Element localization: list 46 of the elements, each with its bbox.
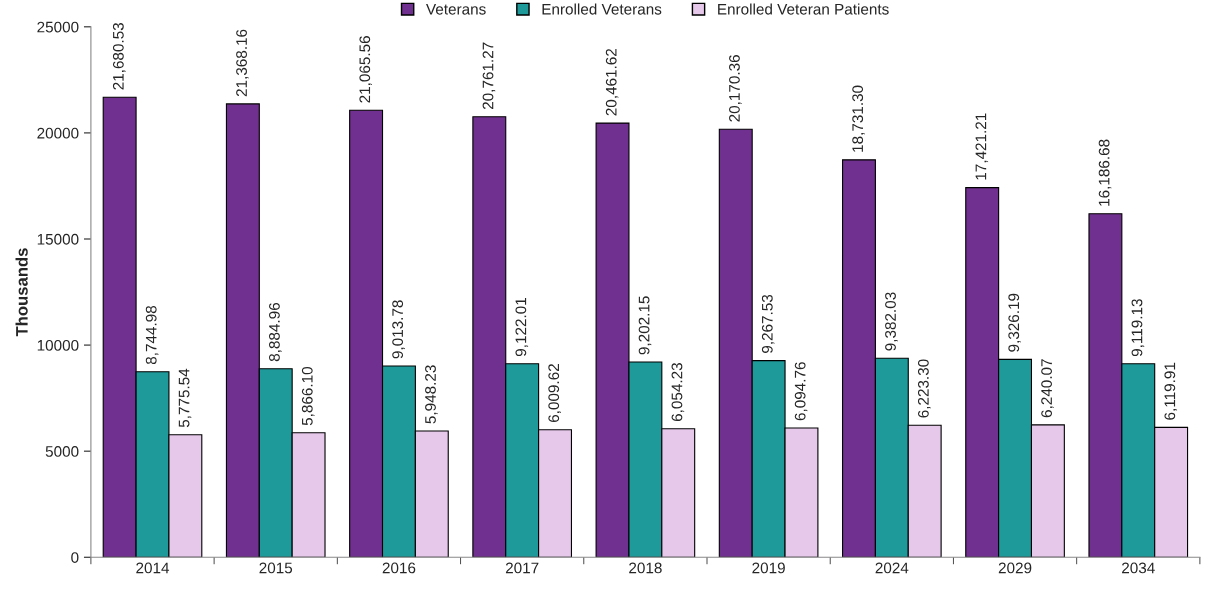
y-tick-label: 20000 [37,127,79,139]
y-axis-title: Thousands [15,248,28,337]
data-label: 8,884.96 [269,303,282,362]
data-label: 6,054.23 [671,363,685,422]
data-label: 18,731.30 [852,85,865,152]
legend-label: Enrolled Veterans [542,3,662,15]
data-label: 9,382.03 [885,292,898,351]
data-label: 9,267.53 [761,294,775,353]
data-label: 16,186.68 [1098,139,1112,206]
data-label: 6,094.76 [794,362,808,421]
data-label: 21,680.53 [112,23,126,90]
legend-label: Veterans [426,3,486,15]
x-tick-label: 2017 [505,562,539,574]
data-label: 9,013.78 [392,300,405,359]
x-tick-label: 2014 [136,562,170,574]
y-tick-label: 15000 [37,233,79,245]
x-tick-label: 2034 [1122,562,1155,574]
x-tick-label: 2029 [998,562,1032,574]
data-label: 5,866.10 [301,366,315,426]
y-tick-label: 10000 [37,339,79,351]
data-label: 9,326.19 [1008,293,1021,352]
data-label: 17,421.21 [975,113,989,180]
x-tick-label: 2015 [259,562,293,574]
data-label: 21,368.16 [236,29,249,97]
legend-label: Enrolled Veteran Patients [718,3,889,15]
x-tick-label: 2016 [382,562,416,574]
data-label: 6,223.30 [917,359,931,418]
data-label: 20,461.62 [605,48,619,116]
data-label: 21,065.56 [359,36,372,103]
data-label: 6,009.62 [548,364,561,423]
x-tick-label: 2018 [629,562,662,574]
y-tick-label: 0 [71,552,79,563]
y-tick-label: 25000 [37,21,79,33]
data-label: 20,761.27 [482,42,496,110]
x-tick-label: 2024 [875,562,909,574]
y-tick-label: 5000 [45,446,79,457]
data-label: 9,122.01 [515,298,529,357]
data-label: 9,202.15 [638,296,652,355]
data-label: 9,119.13 [1131,299,1145,357]
data-label: 6,119.91 [1164,362,1178,420]
data-label: 5,948.23 [425,365,438,424]
x-tick-label: 2019 [752,562,785,574]
data-label: 6,240.07 [1041,359,1054,418]
data-label: 8,744.98 [145,305,159,365]
data-label: 20,170.36 [729,55,742,122]
data-label: 5,775.54 [178,368,192,428]
